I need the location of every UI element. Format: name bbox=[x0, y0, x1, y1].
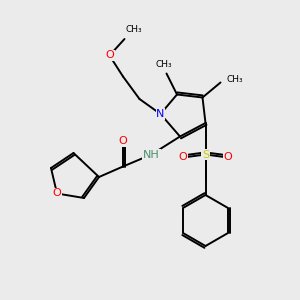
Text: O: O bbox=[178, 152, 188, 163]
Text: NH: NH bbox=[143, 149, 160, 160]
Text: N: N bbox=[156, 109, 165, 119]
Text: O: O bbox=[52, 188, 62, 199]
Text: O: O bbox=[118, 136, 127, 146]
Text: S: S bbox=[202, 149, 209, 160]
Text: CH₃: CH₃ bbox=[226, 75, 243, 84]
Text: O: O bbox=[224, 152, 232, 163]
Text: CH₃: CH₃ bbox=[155, 60, 172, 69]
Text: O: O bbox=[105, 50, 114, 61]
Text: CH₃: CH₃ bbox=[126, 26, 142, 34]
